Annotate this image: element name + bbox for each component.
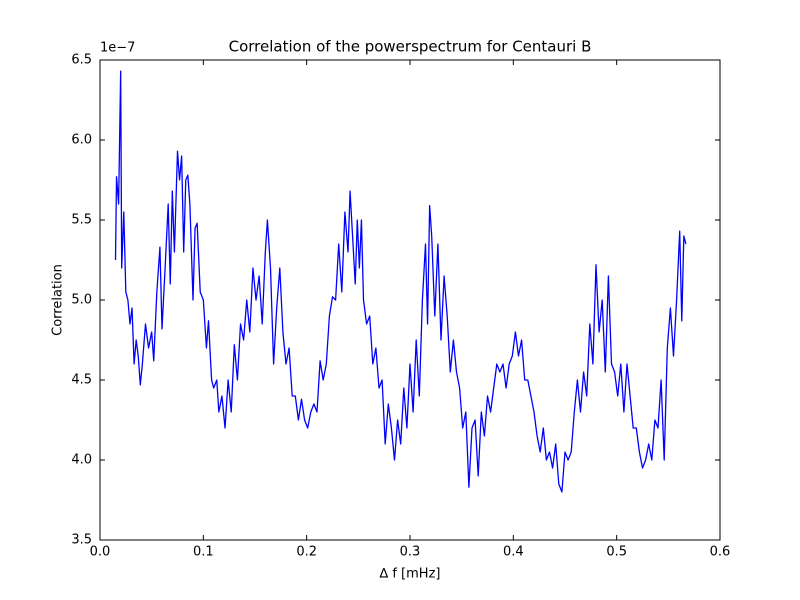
x-tick-label: 0.3 [400,545,421,560]
y-tick-label: 5.0 [71,293,92,308]
y-offset-label: 1e−7 [100,41,135,56]
plot-frame [99,59,721,541]
y-tick-label: 3.5 [71,533,92,548]
y-tick-label: 4.5 [71,373,92,388]
x-tick-label: 0.2 [296,545,317,560]
y-tick-label: 6.5 [71,53,92,68]
x-tick-label: 0.1 [193,545,214,560]
x-tick-label: 0.0 [90,545,111,560]
x-axis-label: ∆ f [mHz] [379,567,441,582]
y-tick-label: 6.0 [71,133,92,148]
x-tick-label: 0.4 [503,545,524,560]
chart-title: Correlation of the powerspectrum for Cen… [229,38,592,56]
x-tick-label: 0.5 [606,545,627,560]
y-tick-label: 4.0 [71,453,92,468]
data-line [114,70,687,493]
y-axis-label: Correlation [51,264,66,336]
y-tick-label: 5.5 [71,213,92,228]
x-tick-label: 0.6 [710,545,731,560]
